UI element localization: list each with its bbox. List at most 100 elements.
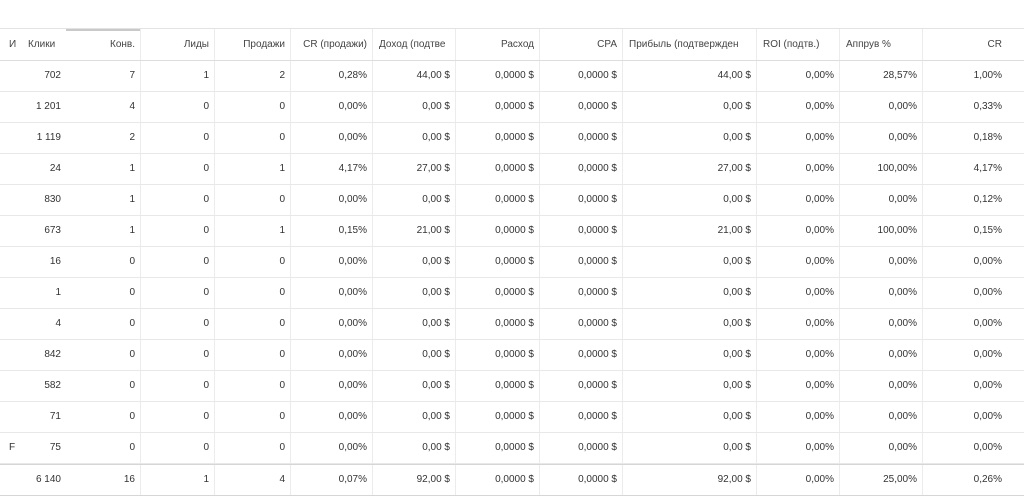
row-cr-sales: 0,00% <box>291 247 373 277</box>
table-row[interactable]: 1 201 4 0 0 0,00% 0,00 $0,0000 $0,0000 $0,00 … <box>0 92 1024 123</box>
row-cpa: 0,0000 $ <box>540 185 623 215</box>
header-profit-confirmed[interactable]: Прибыль (подтвержден <box>623 29 757 60</box>
table-row[interactable]: 4 0 0 0 0,00% 0,00 $0,0000 $0,0000 $0,00 $0,0… <box>0 309 1024 340</box>
row-cr-sales: 0,00% <box>291 123 373 153</box>
row-conversions: 4 <box>66 92 141 122</box>
row-col-0 <box>0 402 22 432</box>
header-col-0[interactable]: И <box>9 39 17 50</box>
total-revenue: 92,00 $ <box>373 465 456 495</box>
header-sales[interactable]: Продажи <box>215 29 291 60</box>
row-conversions: 1 <box>66 216 141 246</box>
row-profit: 0,00 $ <box>623 123 757 153</box>
row-col-0 <box>0 123 22 153</box>
row-approve: 0,00% <box>840 433 923 463</box>
row-roi: 0,00% <box>757 340 840 370</box>
row-revenue: 0,00 $ <box>373 371 456 401</box>
row-conversions: 0 <box>66 247 141 277</box>
row-cr: 0,00% <box>973 256 1002 267</box>
row-sales: 0 <box>215 402 291 432</box>
row-cr: 1,00% <box>973 70 1002 81</box>
table-row[interactable]: 16 0 0 0 0,00% 0,00 $0,0000 $0,0000 $0,00 $0,… <box>0 247 1024 278</box>
row-revenue: 0,00 $ <box>373 247 456 277</box>
row-clicks: 16 <box>49 256 61 267</box>
table-row[interactable]: 673 1 0 1 0,15% 21,00 $0,0000 $0,0000 $21,00 … <box>0 216 1024 247</box>
table-row[interactable]: F 75 0 0 0 0,00% 0,00 $0,0000 $0,0000 $0,00 $0… <box>0 433 1024 464</box>
total-approve: 25,00% <box>840 465 923 495</box>
header-roi-confirmed[interactable]: ROI (подтв.) <box>757 29 840 60</box>
row-roi: 0,00% <box>757 154 840 184</box>
header-clicks[interactable]: Клики <box>28 39 56 50</box>
row-revenue: 0,00 $ <box>373 123 456 153</box>
row-expense: 0,0000 $ <box>456 216 540 246</box>
row-expense: 0,0000 $ <box>456 371 540 401</box>
header-approve-percent[interactable]: Аппрув % <box>840 29 923 60</box>
total-clicks: 6 140 <box>35 474 61 485</box>
row-expense: 0,0000 $ <box>456 123 540 153</box>
table-totals-row: 6 140 16 1 4 0,07% 92,00 $ 0,0000 $ 0,00… <box>0 464 1024 496</box>
row-leads: 0 <box>141 309 215 339</box>
row-cpa: 0,0000 $ <box>540 340 623 370</box>
header-conversions[interactable]: Конв. <box>66 29 141 60</box>
row-sales: 0 <box>215 247 291 277</box>
row-approve: 0,00% <box>840 185 923 215</box>
table-row[interactable]: 1 119 2 0 0 0,00% 0,00 $0,0000 $0,0000 $0,00 … <box>0 123 1024 154</box>
row-approve: 100,00% <box>840 154 923 184</box>
row-clicks: 75 <box>49 442 61 453</box>
header-expense[interactable]: Расход <box>456 29 540 60</box>
row-roi: 0,00% <box>757 216 840 246</box>
row-clicks: 71 <box>49 411 61 422</box>
table-row[interactable]: 71 0 0 0 0,00% 0,00 $0,0000 $0,0000 $0,00 $0,… <box>0 402 1024 433</box>
row-cpa: 0,0000 $ <box>540 371 623 401</box>
total-expense: 0,0000 $ <box>456 465 540 495</box>
row-cr: 0,00% <box>973 318 1002 329</box>
table-row[interactable]: 842 0 0 0 0,00% 0,00 $0,0000 $0,0000 $0,00 $0… <box>0 340 1024 371</box>
row-profit: 0,00 $ <box>623 433 757 463</box>
row-leads: 0 <box>141 185 215 215</box>
row-col-0 <box>0 340 22 370</box>
row-expense: 0,0000 $ <box>456 185 540 215</box>
row-revenue: 0,00 $ <box>373 92 456 122</box>
row-conversions: 0 <box>66 433 141 463</box>
row-cr: 0,00% <box>973 442 1002 453</box>
total-cpa: 0,0000 $ <box>540 465 623 495</box>
row-col-0 <box>0 154 22 184</box>
total-conversions: 16 <box>66 465 141 495</box>
row-revenue: 0,00 $ <box>373 278 456 308</box>
row-conversions: 0 <box>66 371 141 401</box>
table-row[interactable]: 24 1 0 1 4,17% 27,00 $0,0000 $0,0000 $27,00 $… <box>0 154 1024 185</box>
row-clicks: 702 <box>44 70 61 81</box>
header-cr[interactable]: CR <box>987 39 1002 50</box>
row-cr-sales: 0,00% <box>291 309 373 339</box>
row-clicks: 24 <box>49 163 61 174</box>
total-profit: 92,00 $ <box>623 465 757 495</box>
row-conversions: 2 <box>66 123 141 153</box>
row-leads: 0 <box>141 371 215 401</box>
row-roi: 0,00% <box>757 278 840 308</box>
row-cpa: 0,0000 $ <box>540 247 623 277</box>
row-leads: 0 <box>141 154 215 184</box>
header-leads[interactable]: Лиды <box>141 29 215 60</box>
row-approve: 28,57% <box>840 61 923 91</box>
row-leads: 0 <box>141 340 215 370</box>
header-revenue-confirmed[interactable]: Доход (подтве <box>373 29 456 60</box>
row-roi: 0,00% <box>757 61 840 91</box>
header-cpa[interactable]: CPA <box>540 29 623 60</box>
total-leads: 1 <box>141 465 215 495</box>
table-row[interactable]: 702 7 1 2 0,28% 44,00 $0,0000 $0,0000 $44,00 … <box>0 61 1024 92</box>
row-sales: 2 <box>215 61 291 91</box>
row-approve: 0,00% <box>840 92 923 122</box>
row-cr: 0,33% <box>973 101 1002 112</box>
row-roi: 0,00% <box>757 433 840 463</box>
row-revenue: 0,00 $ <box>373 340 456 370</box>
table-row[interactable]: 830 1 0 0 0,00% 0,00 $0,0000 $0,0000 $0,00 $0… <box>0 185 1024 216</box>
row-approve: 0,00% <box>840 402 923 432</box>
row-profit: 0,00 $ <box>623 371 757 401</box>
header-cr-sales[interactable]: CR (продажи) <box>291 29 373 60</box>
row-cr: 0,18% <box>973 132 1002 143</box>
table-row[interactable]: 1 0 0 0 0,00% 0,00 $0,0000 $0,0000 $0,00 $0,0… <box>0 278 1024 309</box>
stats-table: И Клики Конв. Лиды Продажи CR (продажи) … <box>0 28 1024 496</box>
row-profit: 44,00 $ <box>623 61 757 91</box>
total-roi: 0,00% <box>757 465 840 495</box>
table-row[interactable]: 582 0 0 0 0,00% 0,00 $0,0000 $0,0000 $0,00 $0… <box>0 371 1024 402</box>
row-col-0 <box>0 371 22 401</box>
